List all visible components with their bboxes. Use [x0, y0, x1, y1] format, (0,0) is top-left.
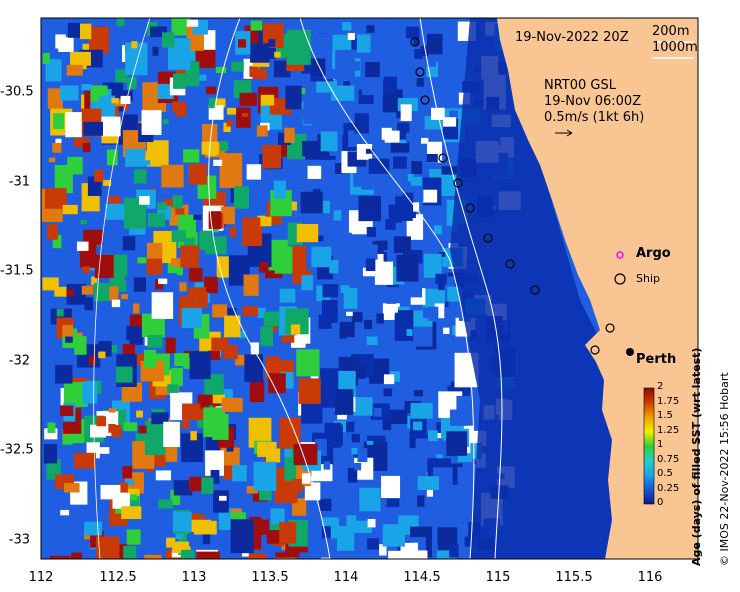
current-time: 19-Nov 06:00Z	[544, 94, 642, 109]
map-body	[41, 18, 698, 559]
colorbar-tick: 1.75	[657, 395, 680, 407]
current-scale: 0.5m/s (1kt 6h)	[544, 110, 645, 125]
contour-offshore	[93, 18, 151, 559]
colorbar-tick: 0.75	[657, 453, 680, 465]
x-tick-label: 115.5	[555, 570, 593, 585]
current-model: NRT00 GSL	[544, 78, 616, 93]
colorbar-tick: 0.5	[657, 468, 673, 479]
ship-symbol	[614, 273, 626, 285]
y-tick-label: -33	[8, 532, 30, 548]
perth-label: Perth	[636, 352, 677, 367]
y-tick-label: -31.5	[0, 263, 34, 279]
contour-1000m	[299, 18, 475, 559]
credit-label: © IMOS 22-Nov-2022 15:56 Hobart	[718, 372, 731, 566]
contour-deep	[208, 18, 331, 559]
x-tick-label: 112.5	[99, 570, 137, 585]
y-tick-label: -32	[8, 353, 30, 369]
x-tick-label: 114	[333, 570, 359, 585]
coastal-band	[450, 18, 620, 559]
colorbar-tick: 1.25	[657, 424, 680, 436]
x-tick-label: 116	[637, 570, 663, 585]
contour-200-label: 200m	[652, 24, 690, 39]
perth-marker	[626, 348, 634, 356]
ship-track	[410, 37, 615, 355]
argo-label: Argo	[636, 246, 671, 261]
x-tick-label: 114.5	[403, 570, 441, 585]
argo-symbol	[616, 251, 624, 259]
contour-200m	[419, 18, 503, 559]
colorbar-label: Age (days) of filled SST (wrt latest)	[690, 347, 703, 566]
colorbar-tick: 0.25	[657, 482, 680, 494]
colorbar	[643, 387, 655, 505]
y-tick-label: -30.5	[0, 84, 34, 100]
date-label: 19-Nov-2022 20Z	[515, 30, 629, 45]
y-tick-label: -32.5	[0, 442, 34, 458]
x-tick-label: 113.5	[251, 570, 289, 585]
x-tick-label: 115	[485, 570, 511, 585]
colorbar-tick: 2	[657, 381, 664, 392]
colorbar-tick: 0	[657, 497, 664, 508]
ship-label: Ship	[636, 272, 660, 285]
colorbar-tick: 1.5	[657, 410, 673, 421]
plot-frame	[40, 17, 699, 560]
colorbar-tick: 1	[657, 439, 664, 450]
x-tick-label: 112	[28, 570, 54, 585]
y-tick-label: -31	[8, 174, 30, 190]
x-tick-label: 113	[181, 570, 207, 585]
contour-1000-label: 1000m	[652, 40, 698, 55]
